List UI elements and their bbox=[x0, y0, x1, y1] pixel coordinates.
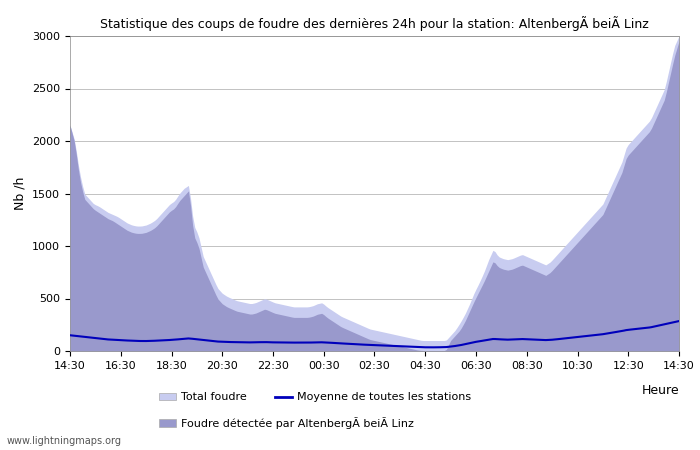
Text: Heure: Heure bbox=[641, 384, 679, 397]
Text: www.lightningmaps.org: www.lightningmaps.org bbox=[7, 436, 122, 446]
Title: Statistique des coups de foudre des dernières 24h pour la station: AltenbergÃ be: Statistique des coups de foudre des dern… bbox=[100, 16, 649, 31]
Y-axis label: Nb /h: Nb /h bbox=[13, 177, 27, 210]
Legend: Foudre détectée par AltenbergÃ beiÃ Linz: Foudre détectée par AltenbergÃ beiÃ Linz bbox=[155, 413, 419, 434]
